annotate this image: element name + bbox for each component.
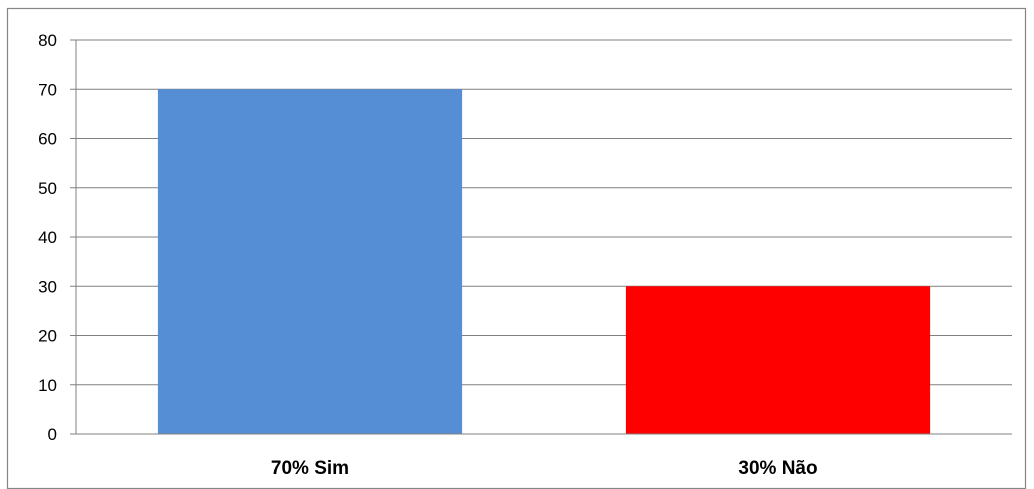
y-tick-label: 10 xyxy=(38,376,57,395)
x-tick-label: 70% Sim xyxy=(271,458,349,479)
x-tick-label: 30% Não xyxy=(738,458,817,479)
y-tick-label: 50 xyxy=(38,179,57,198)
y-tick-label: 60 xyxy=(38,130,57,149)
y-tick-label: 70 xyxy=(38,80,57,99)
bars xyxy=(157,89,931,434)
bar-sim xyxy=(157,89,463,434)
bar-nao xyxy=(625,286,931,434)
axes xyxy=(75,40,1012,435)
y-tick-label: 20 xyxy=(38,327,57,346)
y-tick-label: 30 xyxy=(38,277,57,296)
x-tick-labels: 70% Sim 30% Não xyxy=(271,458,818,479)
y-tick-label: 80 xyxy=(38,31,57,50)
y-tick-labels: 0 10 20 30 40 50 60 70 80 xyxy=(38,31,57,444)
y-tick-label: 0 xyxy=(48,425,57,444)
y-tick-label: 40 xyxy=(38,228,57,247)
